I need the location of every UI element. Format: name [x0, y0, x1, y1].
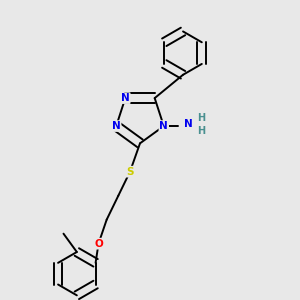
Text: H: H — [197, 113, 206, 123]
Text: N: N — [184, 119, 193, 129]
Text: H: H — [197, 126, 206, 136]
Text: N: N — [159, 121, 168, 131]
Text: S: S — [126, 167, 134, 177]
Text: O: O — [94, 239, 103, 249]
Text: N: N — [121, 93, 130, 103]
Text: N: N — [112, 121, 121, 131]
